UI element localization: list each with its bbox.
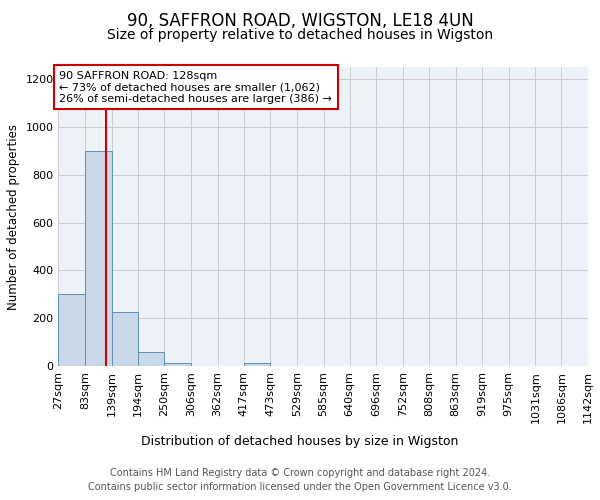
- Text: Distribution of detached houses by size in Wigston: Distribution of detached houses by size …: [142, 435, 458, 448]
- Text: 90, SAFFRON ROAD, WIGSTON, LE18 4UN: 90, SAFFRON ROAD, WIGSTON, LE18 4UN: [127, 12, 473, 30]
- Bar: [58, 294, 85, 366]
- Bar: [112, 312, 138, 366]
- Text: Contains public sector information licensed under the Open Government Licence v3: Contains public sector information licen…: [88, 482, 512, 492]
- Text: 90 SAFFRON ROAD: 128sqm
← 73% of detached houses are smaller (1,062)
26% of semi: 90 SAFFRON ROAD: 128sqm ← 73% of detache…: [59, 70, 332, 104]
- Bar: [244, 362, 271, 366]
- Y-axis label: Number of detached properties: Number of detached properties: [7, 124, 20, 310]
- Bar: [164, 362, 191, 366]
- Bar: [138, 352, 164, 366]
- Bar: [85, 150, 112, 366]
- Text: Size of property relative to detached houses in Wigston: Size of property relative to detached ho…: [107, 28, 493, 42]
- Text: Contains HM Land Registry data © Crown copyright and database right 2024.: Contains HM Land Registry data © Crown c…: [110, 468, 490, 477]
